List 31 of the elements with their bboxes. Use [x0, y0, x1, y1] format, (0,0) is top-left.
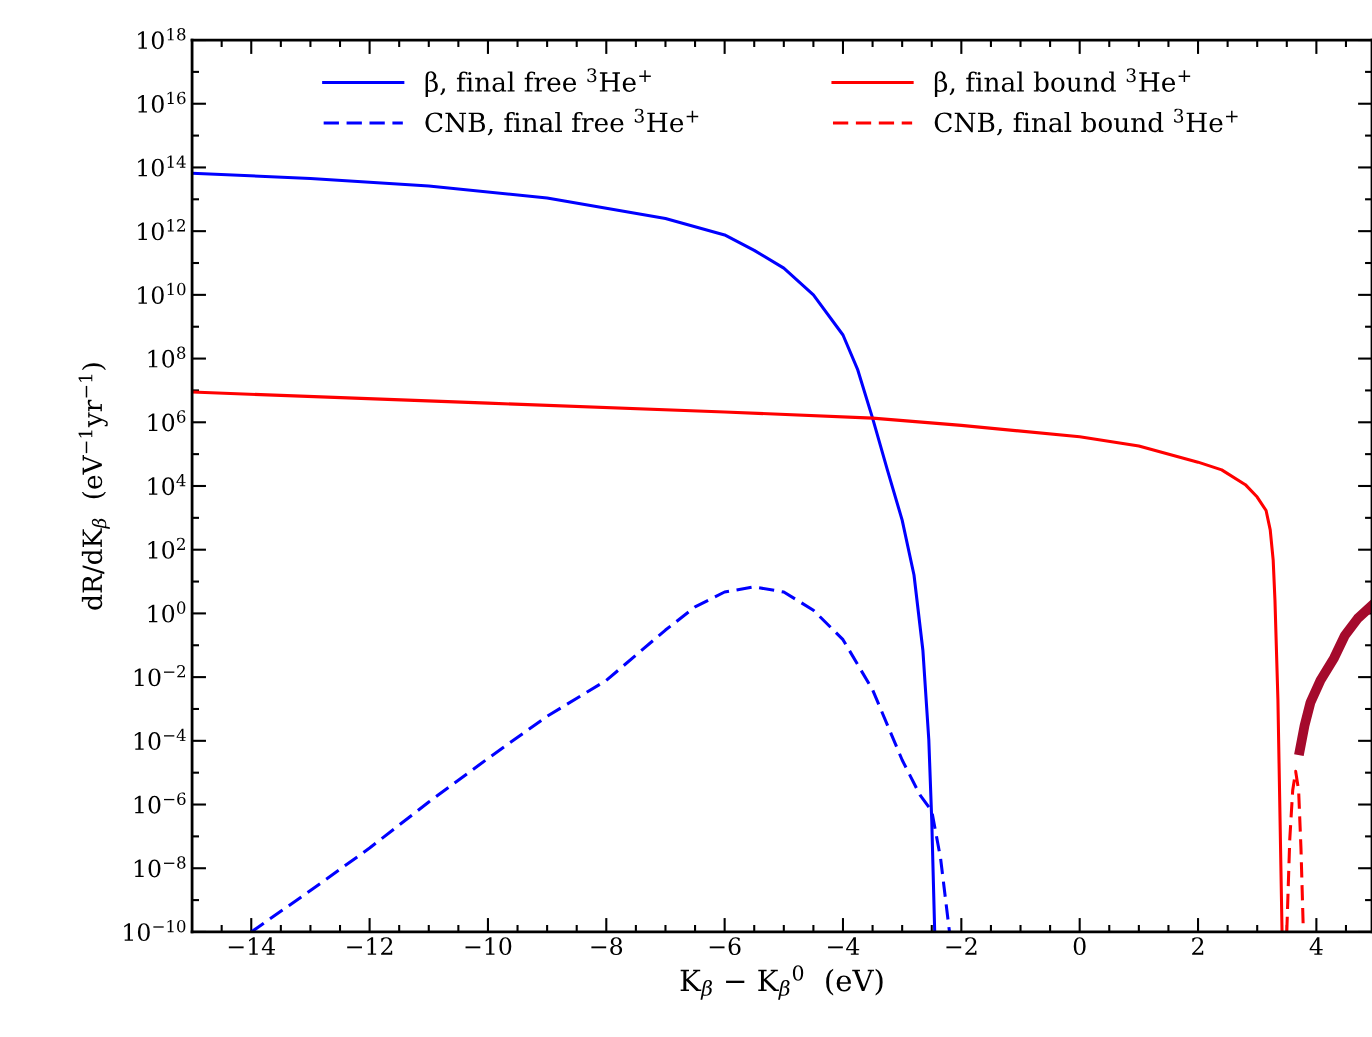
x-tick-label: −8 — [591, 937, 623, 956]
y-tick-label: 10$^{−10}$ — [124, 919, 186, 942]
y-tick-label: 10$^{14}$ — [138, 155, 186, 177]
y-tick-label: 10$^{16}$ — [138, 91, 186, 113]
y-tick-label: 10$^{8}$ — [148, 346, 186, 368]
x-tick-label: −14 — [228, 937, 275, 955]
y-tick-label: 10$^{4}$ — [148, 473, 186, 496]
x-tick-label: 0 — [1073, 937, 1086, 956]
x-tick-label: −6 — [709, 937, 741, 956]
y-tick-label: 10$^{12}$ — [138, 219, 185, 241]
x-tick-label: 4 — [1309, 937, 1323, 955]
legend-label: CNB, final bound $^{3}$He$^{+}$ — [934, 108, 1238, 136]
x-tick-label: 2 — [1192, 937, 1204, 955]
y-axis-title: dR/dK$_{β}$ (eV$^{−1}$yr$^{−1}$) — [78, 363, 110, 610]
x-tick-label: −2 — [946, 937, 977, 955]
y-tick-label: 10$^{−8}$ — [134, 856, 186, 878]
y-tick-label: 10$^{2}$ — [148, 537, 185, 559]
legend-label: β, final bound $^{3}$He$^{+}$ — [934, 68, 1191, 98]
x-tick-label: −4 — [828, 937, 860, 955]
x-axis-title: K$_{β}$ − K$_{β}$$^{0}$ (eV) — [680, 965, 883, 1000]
y-tick-label: 10$^{18}$ — [138, 27, 186, 50]
x-tick-label: −12 — [347, 937, 393, 955]
legend-label: β, final free $^{3}$He$^{+}$ — [425, 68, 651, 98]
y-tick-label: 10$^{−6}$ — [134, 792, 186, 814]
y-tick-label: 10$^{6}$ — [148, 410, 186, 432]
y-tick-label: 10$^{10}$ — [138, 282, 186, 304]
y-tick-label: 10$^{−4}$ — [134, 728, 186, 750]
x-tick-label: −10 — [465, 937, 512, 956]
legend-label: CNB, final free $^{3}$He$^{+}$ — [425, 108, 699, 136]
y-tick-label: 10$^{−2}$ — [134, 665, 185, 687]
y-tick-label: 10$^{0}$ — [148, 601, 186, 623]
